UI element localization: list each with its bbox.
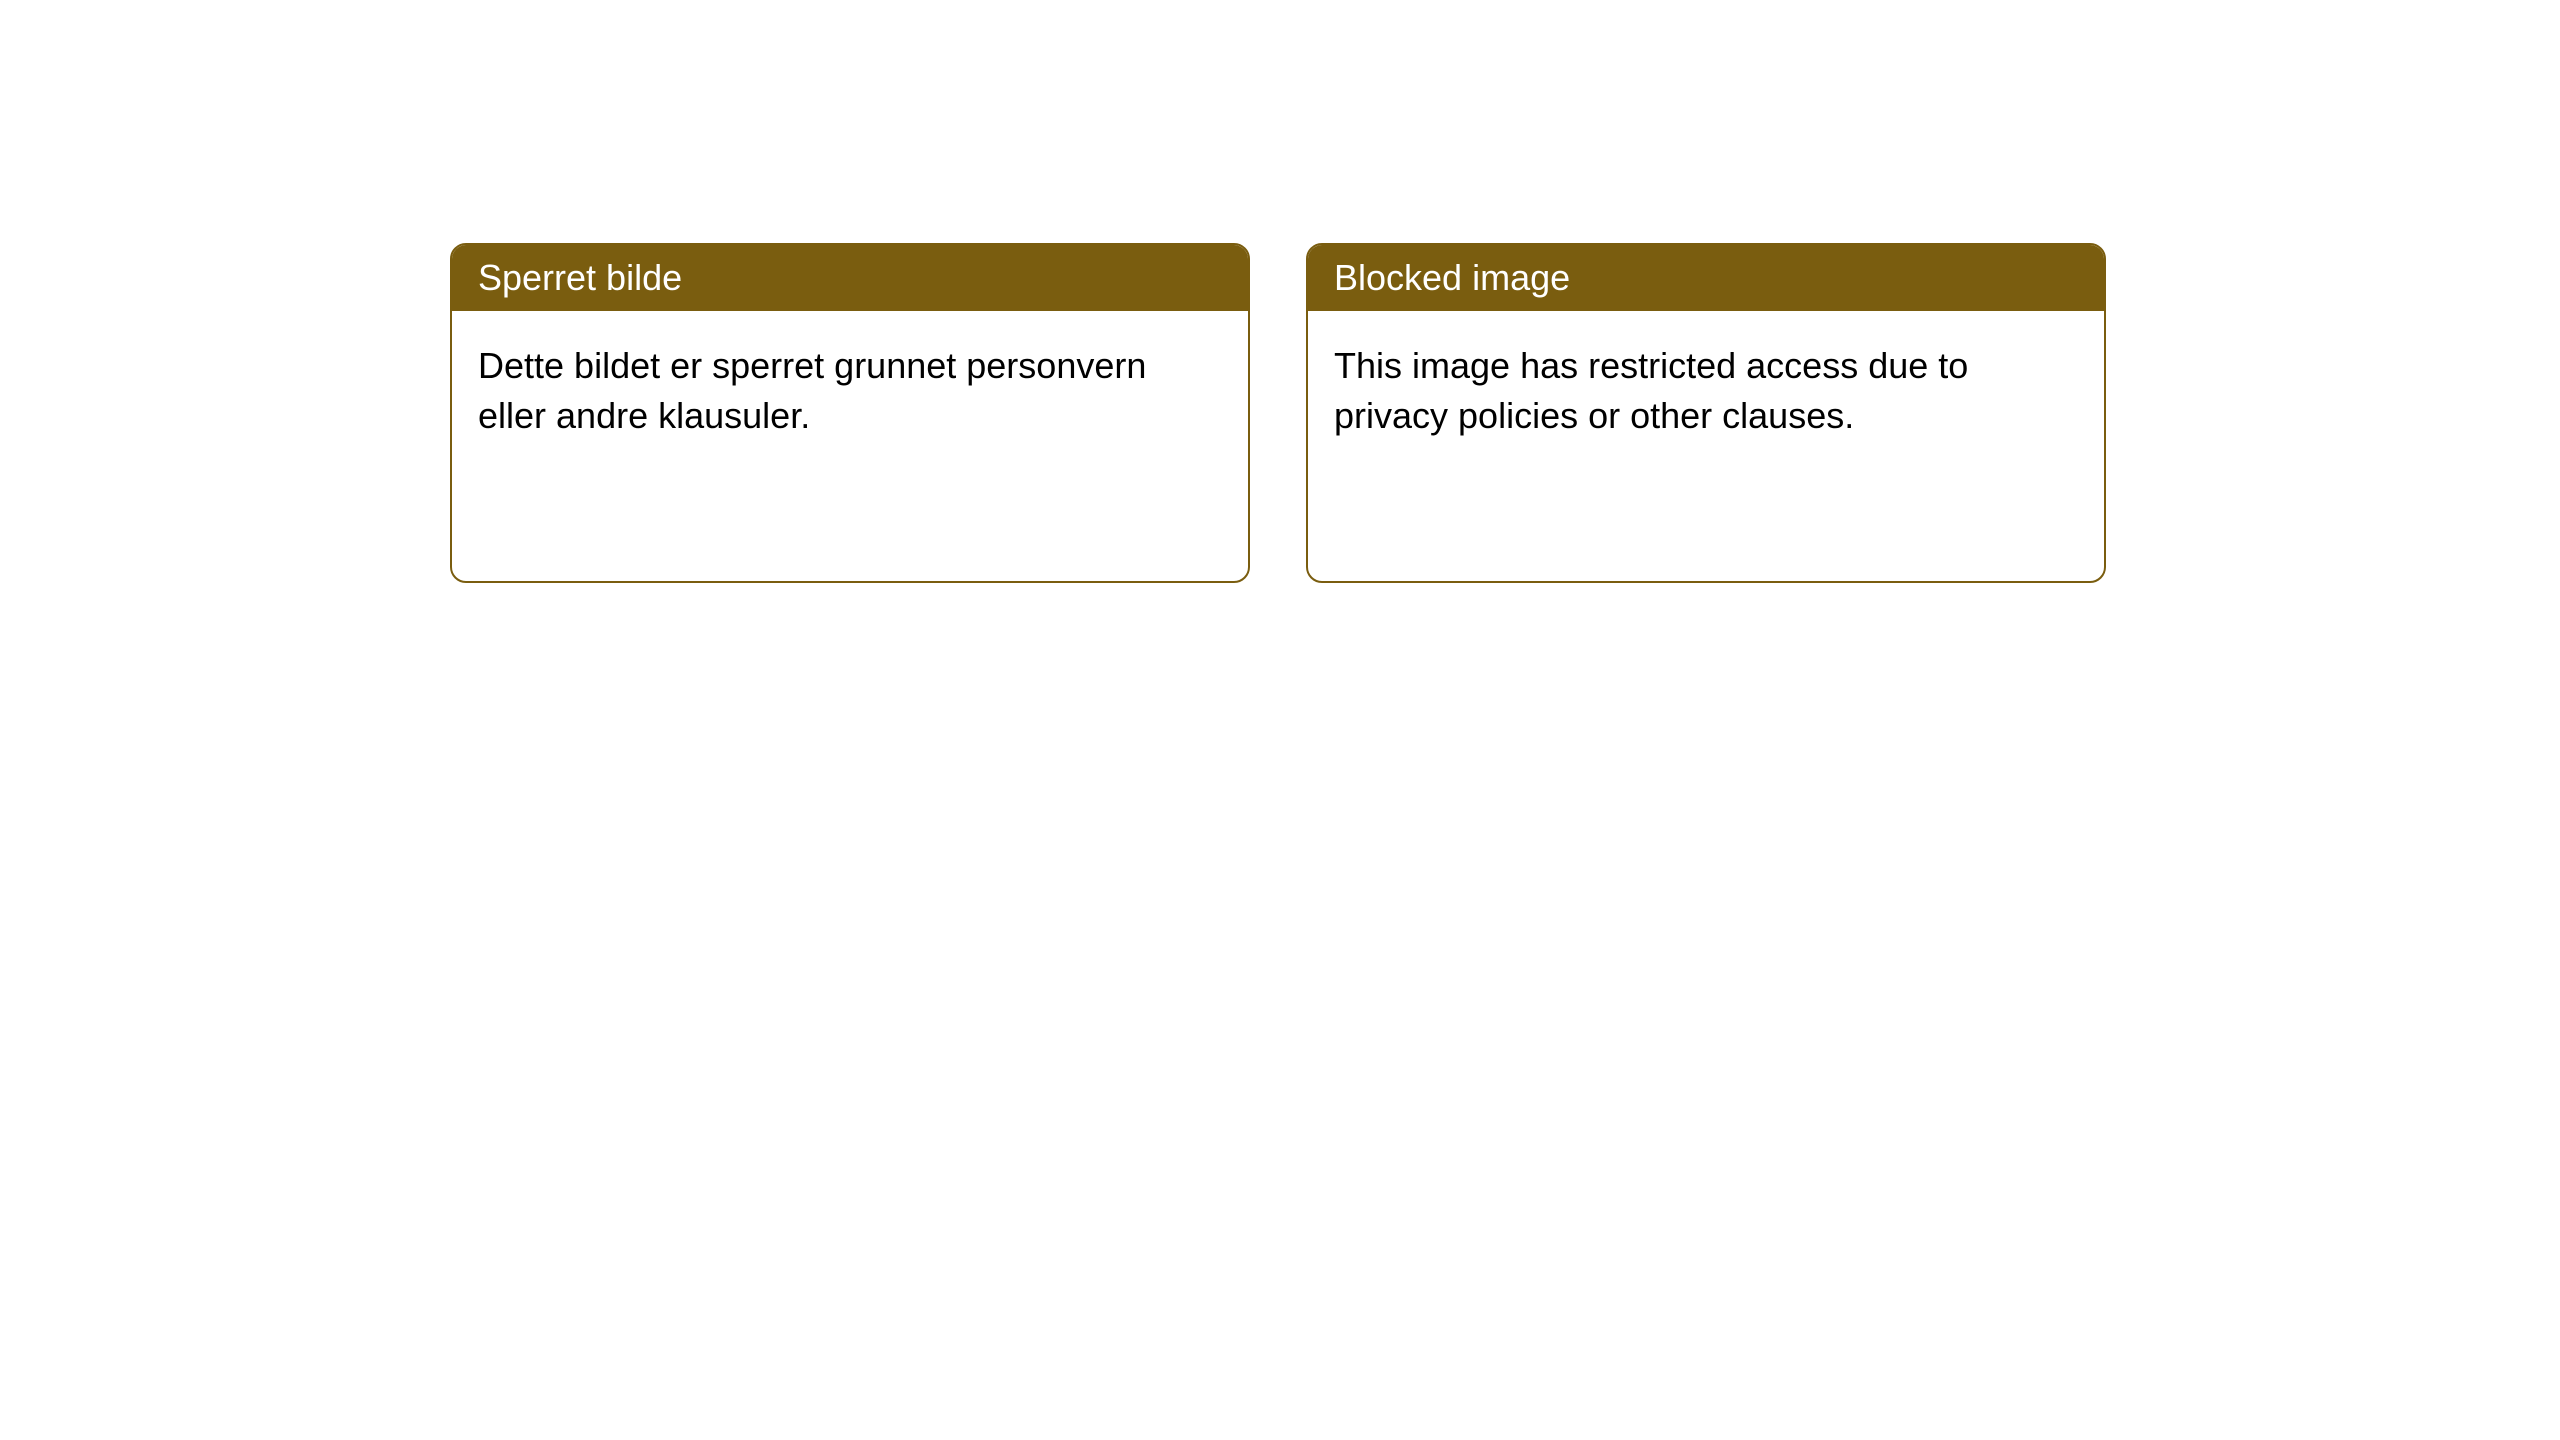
card-body-no: Dette bildet er sperret grunnet personve… <box>452 311 1248 581</box>
card-header-en: Blocked image <box>1308 245 2104 311</box>
blocked-image-card-en: Blocked image This image has restricted … <box>1306 243 2106 583</box>
card-body-en: This image has restricted access due to … <box>1308 311 2104 581</box>
blocked-image-card-no: Sperret bilde Dette bildet er sperret gr… <box>450 243 1250 583</box>
card-header-no: Sperret bilde <box>452 245 1248 311</box>
card-title-en: Blocked image <box>1334 257 1570 298</box>
cards-container: Sperret bilde Dette bildet er sperret gr… <box>450 243 2560 583</box>
card-message-no: Dette bildet er sperret grunnet personve… <box>478 345 1146 436</box>
card-message-en: This image has restricted access due to … <box>1334 345 1968 436</box>
card-title-no: Sperret bilde <box>478 257 682 298</box>
